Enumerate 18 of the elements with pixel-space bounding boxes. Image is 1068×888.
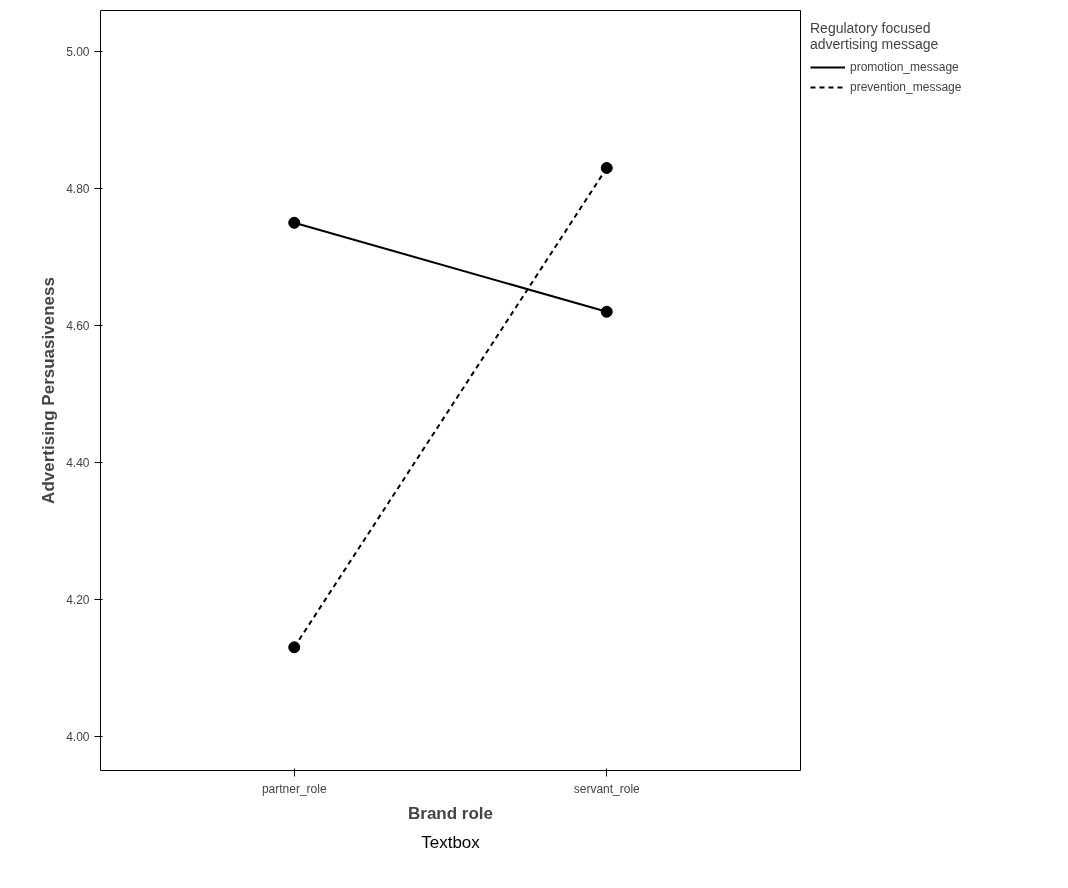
point [288,641,301,654]
point [288,216,301,229]
legend-title: Regulatory focused advertising message [810,20,940,52]
y-tick-label: 4.00 [66,729,90,744]
point [600,161,613,174]
text: Textbox [421,832,481,852]
point [600,305,613,318]
legend-label: promotion_message [850,60,959,74]
y-tick-label: 4.40 [66,455,90,470]
x-tick-label: servant_role [573,781,641,796]
y-tick-label: 5.00 [66,45,90,60]
y-tick-label: 4.60 [66,318,90,333]
x-axis-title: Brand role [407,803,494,823]
y-axis-title: Advertising Persuasiveness [39,277,59,504]
y-tick-label: 4.20 [66,592,90,607]
y-tick-label: 4.80 [66,182,90,197]
x-tick-label: partner_role [261,781,327,796]
legend-label: prevention_message [850,80,962,94]
